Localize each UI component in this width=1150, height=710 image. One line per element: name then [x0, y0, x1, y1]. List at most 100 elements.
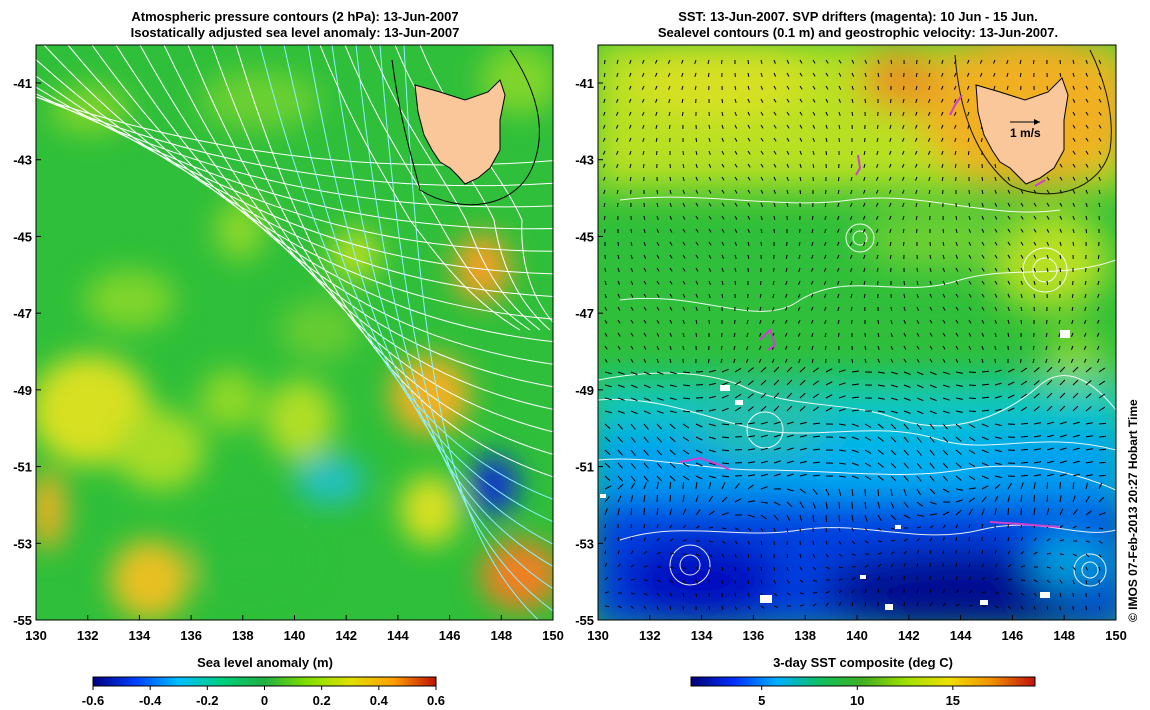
- velocity-vector: [734, 137, 738, 142]
- velocity-vector: [838, 72, 842, 77]
- velocity-vector: [1058, 345, 1061, 350]
- velocity-vector: [888, 189, 892, 194]
- velocity-vector: [617, 306, 621, 311]
- velocity-vector: [747, 484, 754, 490]
- velocity-vector: [1059, 481, 1061, 490]
- velocity-vector: [916, 588, 918, 594]
- velocity-vector: [929, 397, 937, 402]
- velocity-vector: [669, 293, 673, 298]
- velocity-vector: [1020, 189, 1024, 194]
- velocity-vector: [1020, 605, 1024, 610]
- velocity-vector: [812, 380, 819, 386]
- velocity-vector: [955, 589, 959, 594]
- velocity-vector: [941, 72, 944, 77]
- velocity-vector: [643, 267, 647, 272]
- velocity-vector: [1046, 189, 1050, 194]
- velocity-vector: [981, 319, 985, 324]
- velocity-vector: [628, 111, 632, 116]
- velocity-vector: [825, 381, 833, 386]
- velocity-vector: [1007, 605, 1012, 610]
- right-colorbar-bar: [690, 676, 1036, 687]
- velocity-vector: [1083, 358, 1087, 363]
- velocity-vector: [812, 514, 815, 522]
- velocity-vector: [643, 371, 651, 376]
- velocity-vector: [837, 293, 840, 298]
- velocity-vector: [604, 485, 612, 490]
- velocity-vector: [864, 358, 867, 363]
- velocity-vector: [1007, 228, 1011, 233]
- velocity-vector: [916, 563, 919, 568]
- velocity-vector: [1098, 176, 1101, 181]
- velocity-vector: [825, 59, 829, 64]
- velocity-vector: [643, 495, 646, 503]
- velocity-vector: [851, 488, 854, 496]
- velocity-vector: [786, 379, 793, 386]
- velocity-vector: [1046, 481, 1049, 490]
- velocity-vector: [877, 397, 885, 400]
- velocity-vector: [968, 306, 972, 311]
- velocity-vector: [981, 475, 989, 480]
- velocity-vector: [1007, 215, 1011, 220]
- right-x-tick-label: 150: [1105, 628, 1127, 643]
- velocity-vector: [825, 98, 829, 103]
- velocity-vector: [968, 280, 972, 285]
- velocity-vector: [721, 254, 725, 259]
- velocity-vector: [903, 345, 907, 350]
- velocity-vector: [812, 603, 817, 607]
- velocity-vector: [967, 111, 970, 116]
- velocity-vector: [838, 527, 841, 533]
- velocity-vector: [1033, 605, 1036, 610]
- pressure-contour: [36, 93, 553, 208]
- velocity-vector: [876, 137, 879, 143]
- velocity-vector: [863, 293, 866, 298]
- velocity-vector: [1020, 461, 1029, 464]
- velocity-vector: [1085, 202, 1088, 207]
- velocity-vector: [1072, 379, 1079, 386]
- velocity-vector: [773, 421, 781, 425]
- velocity-vector: [994, 319, 997, 324]
- velocity-vector: [643, 215, 646, 221]
- velocity-vector: [747, 215, 751, 220]
- velocity-vector: [876, 228, 879, 233]
- velocity-vector: [615, 124, 619, 129]
- velocity-vector: [1097, 267, 1100, 273]
- velocity-vector: [1033, 537, 1037, 542]
- velocity-vector: [1098, 393, 1106, 399]
- velocity-vector: [1007, 550, 1011, 555]
- velocity-vector: [863, 150, 866, 156]
- velocity-vector: [955, 537, 958, 542]
- right-colorbar-tick: 10: [850, 693, 864, 708]
- velocity-vector: [849, 215, 853, 220]
- velocity-vector: [760, 85, 764, 90]
- velocity-vector: [929, 319, 933, 324]
- velocity-vector: [641, 85, 645, 90]
- velocity-vector: [734, 527, 739, 531]
- velocity-vector: [708, 566, 712, 571]
- velocity-vector: [682, 150, 684, 156]
- velocity-vector: [942, 423, 949, 430]
- velocity-vector: [1072, 495, 1076, 503]
- velocity-vector: [721, 462, 730, 465]
- velocity-vector: [721, 280, 724, 286]
- velocity-vector: [915, 72, 918, 77]
- velocity-vector: [890, 551, 895, 555]
- velocity-vector: [914, 150, 918, 155]
- velocity-vector: [890, 410, 898, 414]
- velocity-vector: [955, 371, 963, 374]
- right-x-tick-label: 140: [846, 628, 868, 643]
- velocity-vector: [1072, 150, 1076, 155]
- velocity-vector: [695, 150, 698, 156]
- velocity-vector: [864, 59, 867, 64]
- velocity-vector: [812, 124, 816, 129]
- velocity-vector: [656, 436, 663, 443]
- velocity-vector: [786, 488, 794, 492]
- velocity-vector: [953, 111, 957, 116]
- velocity-vector: [1020, 537, 1024, 542]
- velocity-vector: [785, 293, 788, 298]
- pressure-contour: [307, 45, 553, 545]
- left-colorbar-tick: -0.6: [82, 693, 104, 708]
- velocity-vector: [747, 527, 752, 532]
- velocity-vector: [953, 85, 957, 90]
- velocity-vector: [786, 150, 790, 155]
- velocity-vector: [760, 59, 763, 65]
